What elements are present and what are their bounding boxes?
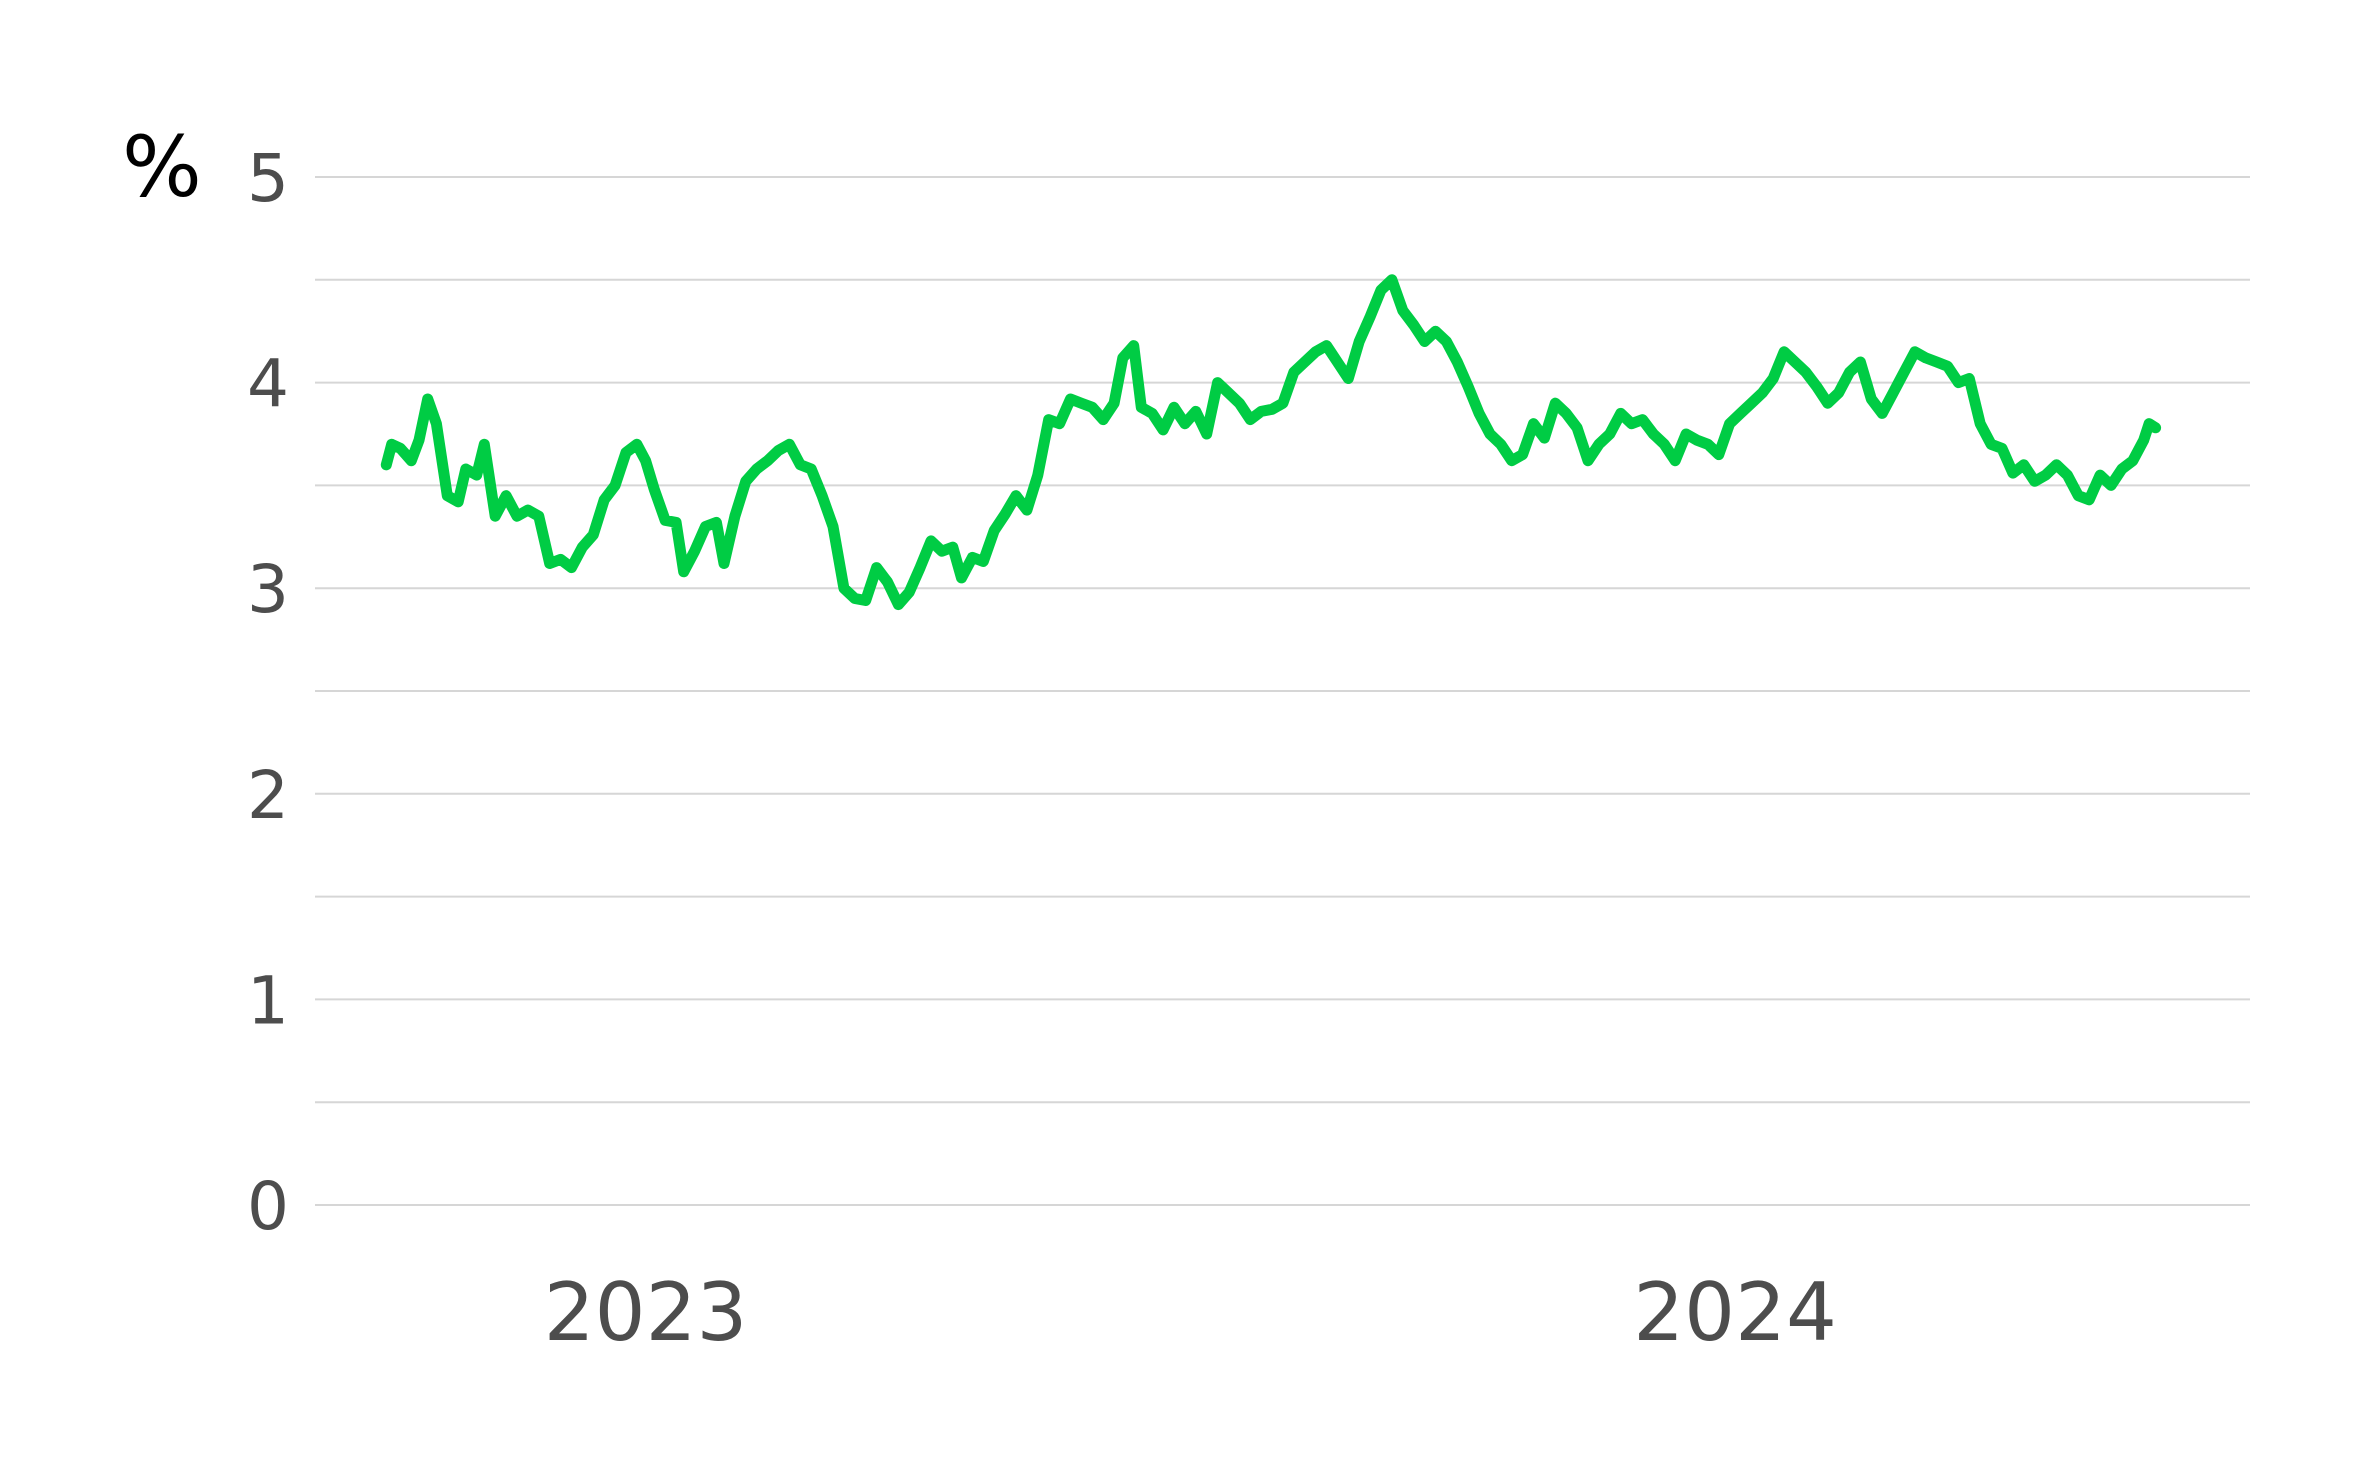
- y-tick-label: 5: [247, 140, 289, 217]
- series-line: [380, 274, 2162, 611]
- x-axis-ticks: 2023 2024: [544, 1266, 1837, 1359]
- y-tick-label: 3: [247, 551, 289, 628]
- y-tick-label: 1: [247, 962, 289, 1039]
- x-tick-label: 2024: [1633, 1266, 1837, 1359]
- y-tick-label: 0: [247, 1168, 289, 1245]
- y-tick-label: 4: [247, 346, 289, 423]
- y-tick-label: 2: [247, 757, 289, 834]
- x-tick-label: 2023: [544, 1266, 748, 1359]
- y-axis-unit-label: %: [122, 118, 202, 216]
- series-layer: [380, 274, 2162, 611]
- y-axis-ticks: 0 1 2 3 4 5: [247, 140, 289, 1245]
- gridlines: [315, 176, 2250, 1206]
